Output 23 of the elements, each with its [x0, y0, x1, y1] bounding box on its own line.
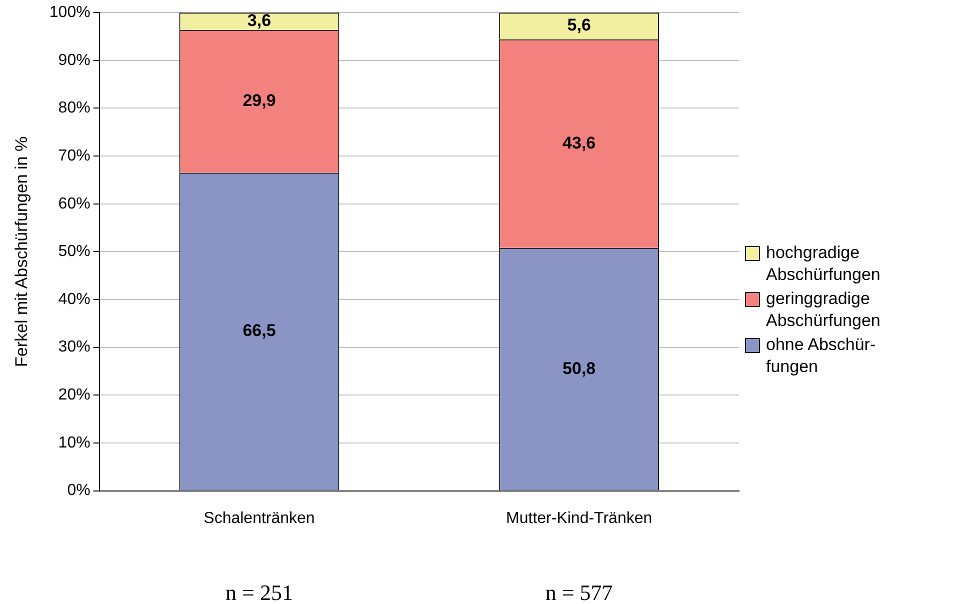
data-label: 29,9 — [242, 90, 276, 110]
y-tick-label: 50% — [58, 243, 90, 260]
data-label: 66,5 — [242, 321, 276, 340]
y-tick-label: 80% — [58, 100, 90, 117]
y-tick-label: 60% — [58, 195, 90, 212]
y-tick-label: 20% — [58, 386, 90, 404]
data-label: 50,8 — [562, 358, 596, 378]
x-tick-label: Schalentränken — [204, 510, 315, 527]
y-tick-label: 100% — [49, 4, 90, 22]
legend-label: ohne Abschür- fungen — [766, 334, 876, 378]
data-label: 43,6 — [562, 133, 596, 152]
y-tick-label: 0% — [67, 482, 90, 500]
x-tick-label: Mutter-Kind-Tränken — [506, 510, 652, 527]
text: n = 251 — [226, 580, 293, 604]
y-tick-label: 10% — [58, 434, 90, 452]
y-tick-label: 30% — [58, 338, 90, 356]
y-tick-label: 90% — [58, 52, 90, 69]
data-label: 5,6 — [567, 16, 591, 35]
text: n = 577 — [545, 580, 613, 604]
y-axis-title: Ferkel mit Abschürfungen in % — [12, 136, 31, 367]
y-tick-label: 70% — [58, 147, 90, 164]
y-tick-label: 40% — [58, 290, 90, 308]
data-label: 3,6 — [247, 10, 272, 30]
